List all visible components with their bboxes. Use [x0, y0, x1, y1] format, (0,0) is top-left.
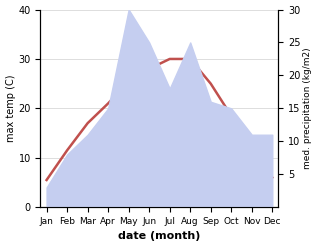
- X-axis label: date (month): date (month): [118, 231, 201, 242]
- Y-axis label: med. precipitation (kg/m2): med. precipitation (kg/m2): [303, 48, 313, 169]
- Y-axis label: max temp (C): max temp (C): [5, 75, 16, 142]
